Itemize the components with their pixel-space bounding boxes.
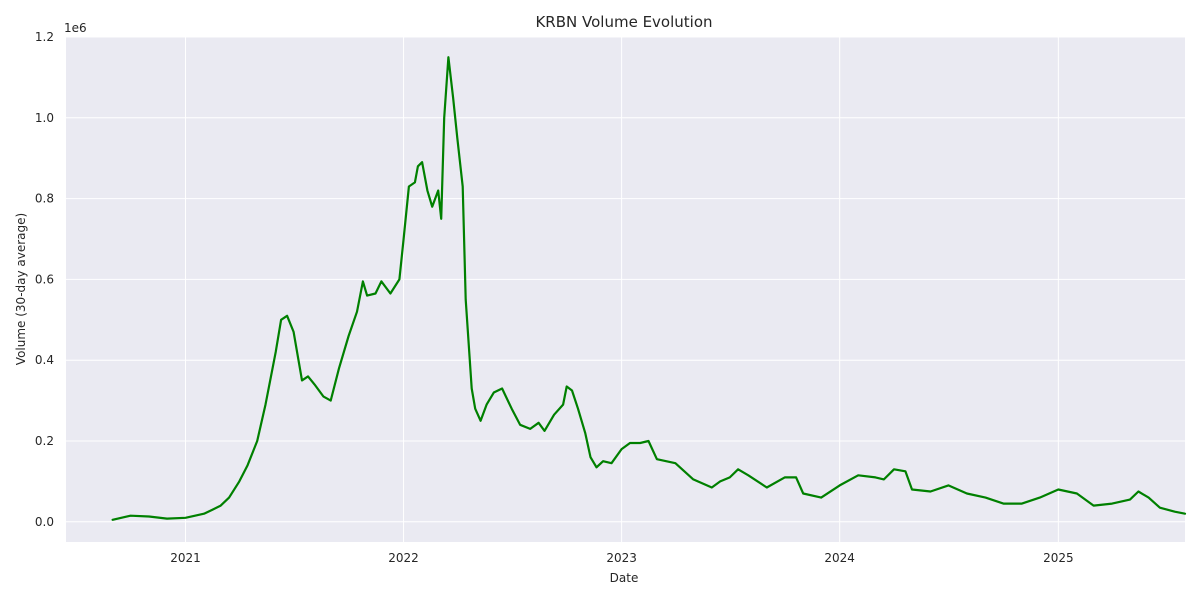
y-tick-label: 0.0 bbox=[35, 515, 54, 529]
plot-background bbox=[66, 37, 1185, 542]
x-axis-label: Date bbox=[610, 571, 639, 585]
y-tick-label: 0.4 bbox=[35, 353, 54, 367]
y-tick-label: 1.2 bbox=[35, 30, 54, 44]
series-line-0 bbox=[111, 56, 1187, 521]
y-axis-offset-label: 1e6 bbox=[64, 21, 87, 35]
y-tick-label: 0.8 bbox=[35, 192, 54, 206]
x-tick-label: 2024 bbox=[824, 551, 855, 565]
x-tick-label: 2022 bbox=[388, 551, 419, 565]
x-tick-label: 2023 bbox=[606, 551, 637, 565]
x-tick-label: 2025 bbox=[1043, 551, 1074, 565]
y-axis-label: Volume (30-day average) bbox=[14, 213, 28, 365]
y-tick-label: 0.6 bbox=[35, 272, 54, 286]
chart-title: KRBN Volume Evolution bbox=[535, 13, 712, 31]
plot-area bbox=[66, 36, 1187, 542]
y-tick-label: 0.2 bbox=[35, 434, 54, 448]
x-tick-label: 2021 bbox=[170, 551, 201, 565]
y-tick-label: 1.0 bbox=[35, 111, 54, 125]
